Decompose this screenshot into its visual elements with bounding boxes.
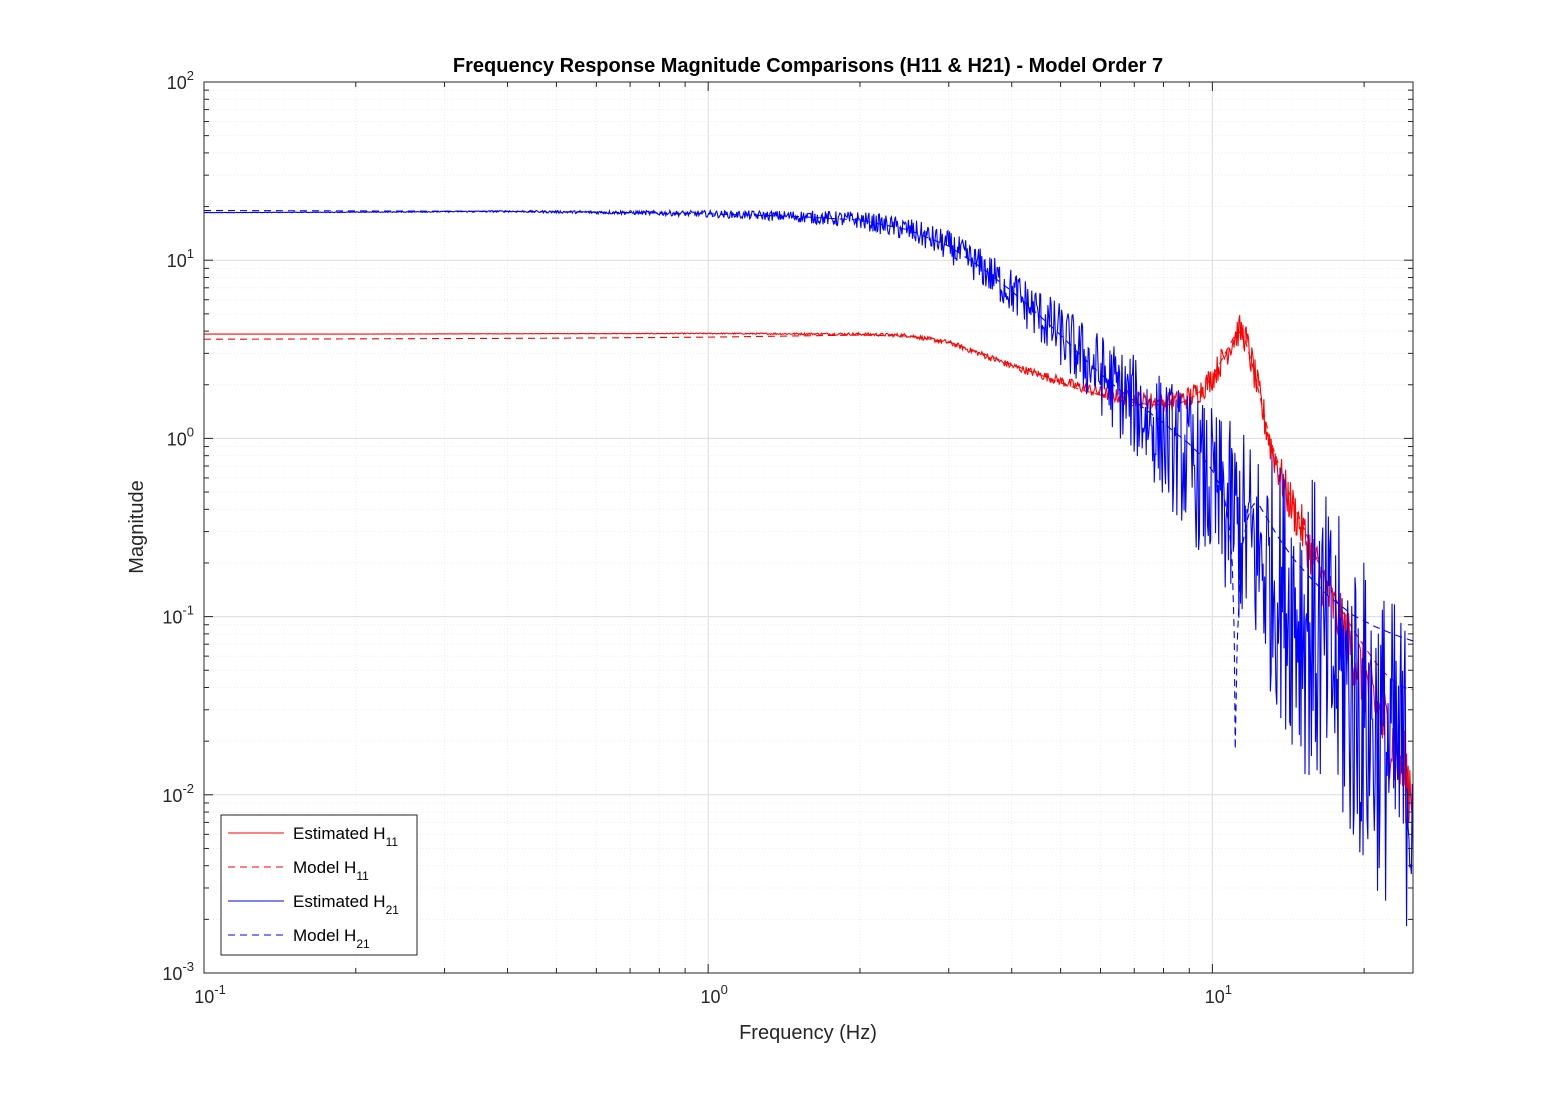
series-line-3	[204, 208, 1413, 927]
series-line-2	[204, 331, 1413, 691]
y-axis-label: Magnitude	[126, 480, 148, 573]
legend-entry: Model H11	[293, 858, 369, 883]
x-tick-label: 10-1	[194, 982, 226, 1007]
legend-box	[220, 814, 418, 956]
chart-title: Frequency Response Magnitude Comparisons…	[453, 55, 1163, 77]
series-layer	[204, 208, 1413, 927]
y-tick-label: 100	[167, 424, 194, 449]
x-tick-label: 100	[701, 982, 728, 1007]
series-line-1	[204, 315, 1413, 824]
x-axis-label: Frequency (Hz)	[739, 1022, 877, 1044]
y-tick-label: 102	[167, 68, 194, 93]
legend: Estimated H11 Model H11 Estimated H21 Model…	[220, 814, 418, 956]
legend-entry: Estimated H11	[293, 824, 398, 849]
minor-grid	[204, 82, 1413, 973]
x-tick-label: 101	[1205, 982, 1232, 1007]
y-tick-label: 10-3	[162, 959, 194, 984]
axes-box	[203, 81, 1414, 974]
legend-entry: Estimated H21	[293, 892, 399, 917]
y-tick-label: 10-2	[162, 781, 194, 806]
tick-labels: 10-1 100 101 10-3 10-2 10-1 100 101 102	[162, 68, 1232, 1007]
series-line-4	[204, 209, 1413, 750]
legend-entry: Model H21	[293, 926, 370, 951]
y-tick-label: 10-1	[162, 603, 194, 628]
y-tick-label: 101	[167, 246, 194, 271]
tick-marks	[203, 81, 1413, 974]
